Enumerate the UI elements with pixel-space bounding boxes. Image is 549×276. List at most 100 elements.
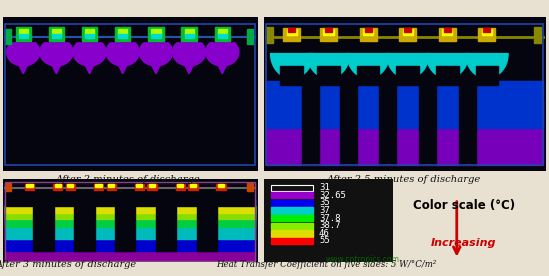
Bar xyxy=(482,29,492,35)
Bar xyxy=(190,184,196,187)
Bar xyxy=(266,27,272,43)
Bar xyxy=(444,28,451,32)
Bar xyxy=(363,29,373,35)
Bar xyxy=(379,80,396,165)
Bar xyxy=(302,80,318,165)
Bar xyxy=(475,66,498,84)
Text: 31: 31 xyxy=(319,183,330,192)
Bar xyxy=(271,192,312,198)
Bar xyxy=(5,206,255,219)
Bar xyxy=(340,80,357,165)
Bar xyxy=(197,201,217,251)
Bar xyxy=(52,34,61,38)
Bar xyxy=(188,184,198,190)
Bar xyxy=(323,29,334,35)
Bar xyxy=(218,34,227,38)
Bar xyxy=(115,201,136,251)
Bar xyxy=(402,29,413,35)
Bar xyxy=(325,28,332,32)
Bar xyxy=(184,29,194,35)
Text: After 3 minutes of discharge: After 3 minutes of discharge xyxy=(0,260,137,269)
Bar xyxy=(107,184,116,190)
Bar xyxy=(96,184,102,187)
Bar xyxy=(247,183,254,191)
Polygon shape xyxy=(307,54,350,78)
Polygon shape xyxy=(347,54,389,78)
Bar xyxy=(85,34,94,38)
Bar xyxy=(94,184,103,190)
Bar xyxy=(5,183,11,191)
Bar xyxy=(118,29,127,35)
Bar xyxy=(135,184,144,190)
Bar xyxy=(266,100,544,165)
Text: After 2 minutes of discharge: After 2 minutes of discharge xyxy=(55,175,200,184)
Bar xyxy=(281,66,303,84)
Bar xyxy=(148,184,156,190)
Polygon shape xyxy=(172,43,206,66)
Bar xyxy=(152,34,160,38)
Bar xyxy=(33,201,54,251)
Bar xyxy=(271,215,312,221)
Bar xyxy=(5,204,255,227)
Bar xyxy=(5,29,11,44)
Bar xyxy=(436,66,458,84)
Bar xyxy=(177,184,183,187)
Bar xyxy=(271,185,312,191)
Polygon shape xyxy=(50,58,63,74)
Text: www.cntropics.com: www.cntropics.com xyxy=(326,255,399,264)
Bar xyxy=(357,66,379,84)
Bar xyxy=(148,27,164,41)
Polygon shape xyxy=(7,43,40,66)
Bar xyxy=(271,238,312,244)
Text: 46: 46 xyxy=(319,229,330,238)
Bar xyxy=(156,201,176,251)
Polygon shape xyxy=(116,58,129,74)
Polygon shape xyxy=(139,43,172,66)
Bar xyxy=(404,28,411,32)
Polygon shape xyxy=(386,54,429,78)
Polygon shape xyxy=(149,58,163,74)
Polygon shape xyxy=(17,58,30,74)
Polygon shape xyxy=(216,58,229,74)
Bar xyxy=(419,80,436,165)
Text: 35: 35 xyxy=(319,198,330,207)
Bar xyxy=(5,185,255,206)
Text: 32.65: 32.65 xyxy=(319,191,346,200)
Bar xyxy=(484,28,490,32)
Bar xyxy=(49,27,64,41)
Bar xyxy=(68,184,74,187)
Bar xyxy=(136,184,142,187)
Bar xyxy=(283,28,300,41)
Bar xyxy=(442,29,452,35)
Bar xyxy=(19,29,28,35)
Bar xyxy=(247,29,254,44)
Text: Heat Transfer Coefficient on five sides: 5 W/°C/m²: Heat Transfer Coefficient on five sides:… xyxy=(216,260,437,269)
Bar xyxy=(287,29,297,35)
Bar xyxy=(215,27,230,41)
Bar xyxy=(360,28,377,41)
Bar xyxy=(118,34,127,38)
Bar xyxy=(85,29,94,35)
Bar xyxy=(5,193,255,251)
Text: 38.7: 38.7 xyxy=(319,221,340,230)
Bar xyxy=(176,184,185,190)
Bar xyxy=(396,66,419,84)
Polygon shape xyxy=(106,43,139,66)
Polygon shape xyxy=(73,43,106,66)
Bar xyxy=(5,206,255,213)
Bar xyxy=(66,184,75,190)
Polygon shape xyxy=(83,58,96,74)
Bar xyxy=(271,223,312,229)
Bar xyxy=(181,27,197,41)
Bar xyxy=(149,184,155,187)
Bar xyxy=(271,230,312,237)
Bar xyxy=(271,200,312,206)
Bar xyxy=(26,184,32,187)
Bar xyxy=(266,81,544,128)
Text: 55: 55 xyxy=(319,236,330,245)
Bar xyxy=(19,34,28,38)
Bar xyxy=(534,27,541,43)
Bar xyxy=(458,80,475,165)
Polygon shape xyxy=(206,43,239,66)
Bar xyxy=(108,184,114,187)
